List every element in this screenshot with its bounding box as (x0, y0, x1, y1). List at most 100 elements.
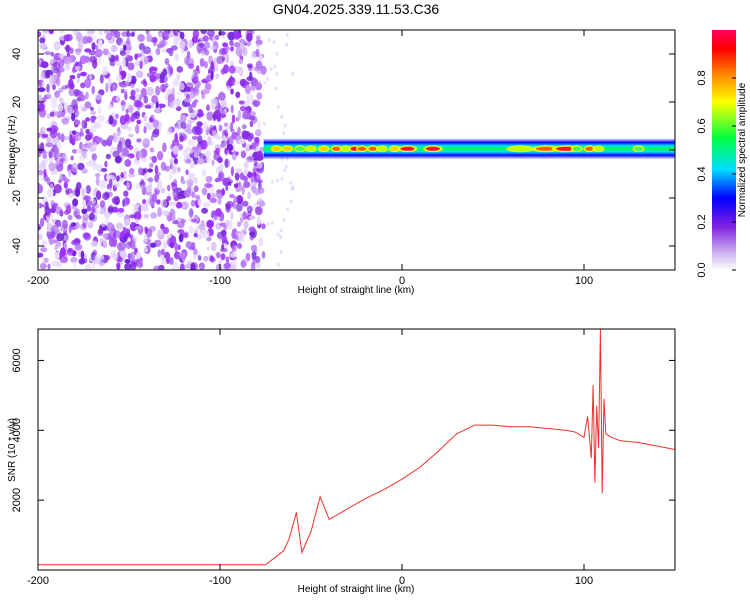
noise-speck (212, 129, 217, 136)
noise-speck (116, 143, 123, 154)
noise-speck (139, 184, 145, 190)
noise-speck (167, 184, 171, 192)
noise-speck (178, 40, 186, 49)
noise-speck (134, 93, 140, 100)
noise-speck (75, 61, 79, 68)
noise-speck (102, 192, 110, 201)
noise-speck (142, 138, 150, 148)
colorbar-label: Normalized spectral amplitude (737, 82, 748, 217)
noise-speck (59, 256, 68, 264)
noise-speck (140, 87, 148, 98)
noise-speck (201, 207, 209, 214)
noise-speck (50, 51, 55, 57)
noise-speck (104, 255, 111, 261)
noise-speck (199, 58, 205, 67)
noise-speck (210, 192, 217, 199)
signal-peak (368, 146, 378, 151)
noise-speck (179, 252, 187, 260)
noise-speck (263, 81, 267, 85)
colorbar-gradient (712, 30, 736, 270)
spectrogram-y-label: Frequency (Hz) (7, 116, 18, 185)
noise-speck (240, 150, 247, 159)
noise-speck (235, 91, 241, 99)
noise-speck (210, 241, 217, 252)
noise-speck (126, 37, 131, 45)
noise-speck (279, 235, 283, 240)
noise-speck (93, 142, 97, 148)
noise-speck (226, 85, 231, 91)
noise-speck (138, 150, 143, 159)
noise-speck (69, 82, 75, 90)
noise-speck (230, 46, 234, 52)
noise-speck (81, 119, 85, 128)
noise-speck (48, 30, 54, 35)
noise-speck (197, 255, 202, 261)
noise-speck (231, 245, 237, 253)
noise-speck (246, 156, 255, 161)
noise-speck (188, 112, 197, 118)
noise-speck (56, 141, 62, 149)
noise-speck (50, 183, 54, 190)
noise-speck (81, 208, 88, 215)
noise-speck (170, 99, 179, 110)
noise-speck (153, 38, 157, 47)
noise-speck (40, 71, 46, 81)
noise-speck (193, 233, 198, 238)
noise-speck (91, 160, 98, 171)
noise-speck (143, 114, 148, 122)
noise-speck (225, 54, 230, 64)
noise-speck (81, 168, 88, 174)
noise-speck (280, 114, 284, 119)
noise-speck (84, 101, 92, 109)
noise-speck (127, 73, 132, 83)
noise-speck (38, 58, 42, 66)
noise-speck (126, 30, 131, 38)
noise-speck (91, 34, 96, 41)
noise-speck (254, 262, 261, 269)
noise-speck (72, 66, 76, 74)
noise-speck (40, 246, 48, 253)
noise-speck (172, 164, 177, 175)
noise-speck (219, 163, 224, 170)
noise-speck (155, 48, 161, 56)
noise-speck (195, 194, 201, 200)
snr-xtick-label: 100 (575, 575, 593, 587)
signal-peak (306, 146, 316, 151)
noise-speck (67, 193, 74, 198)
noise-speck (254, 206, 263, 216)
noise-speck (175, 201, 183, 209)
noise-speck (149, 162, 154, 168)
noise-speck (74, 243, 83, 251)
noise-speck (274, 86, 278, 91)
noise-speck (240, 105, 246, 112)
noise-speck (235, 151, 239, 156)
noise-speck (152, 119, 159, 129)
noise-speck (50, 59, 55, 64)
noise-speck (162, 226, 170, 235)
noise-speck (127, 237, 131, 243)
noise-speck (91, 153, 98, 161)
noise-speck (131, 240, 136, 250)
noise-speck (119, 250, 127, 257)
noise-speck (45, 208, 52, 218)
noise-speck (99, 209, 105, 215)
noise-speck (86, 205, 92, 212)
noise-speck (143, 95, 149, 104)
noise-speck (84, 91, 89, 100)
noise-speck (225, 219, 230, 228)
noise-speck (124, 259, 131, 264)
colorbar-tick-label: 0.8 (696, 70, 708, 85)
noise-speck (260, 65, 267, 75)
noise-speck (85, 55, 90, 63)
noise-speck (206, 104, 210, 111)
noise-speck (103, 30, 112, 34)
noise-speck (95, 173, 101, 178)
noise-speck (197, 158, 205, 165)
noise-speck (73, 239, 81, 244)
noise-speck (142, 199, 147, 205)
snr-xtick-label: -100 (209, 575, 231, 587)
noise-speck (162, 210, 170, 217)
noise-speck (227, 31, 236, 41)
noise-speck (183, 149, 188, 158)
